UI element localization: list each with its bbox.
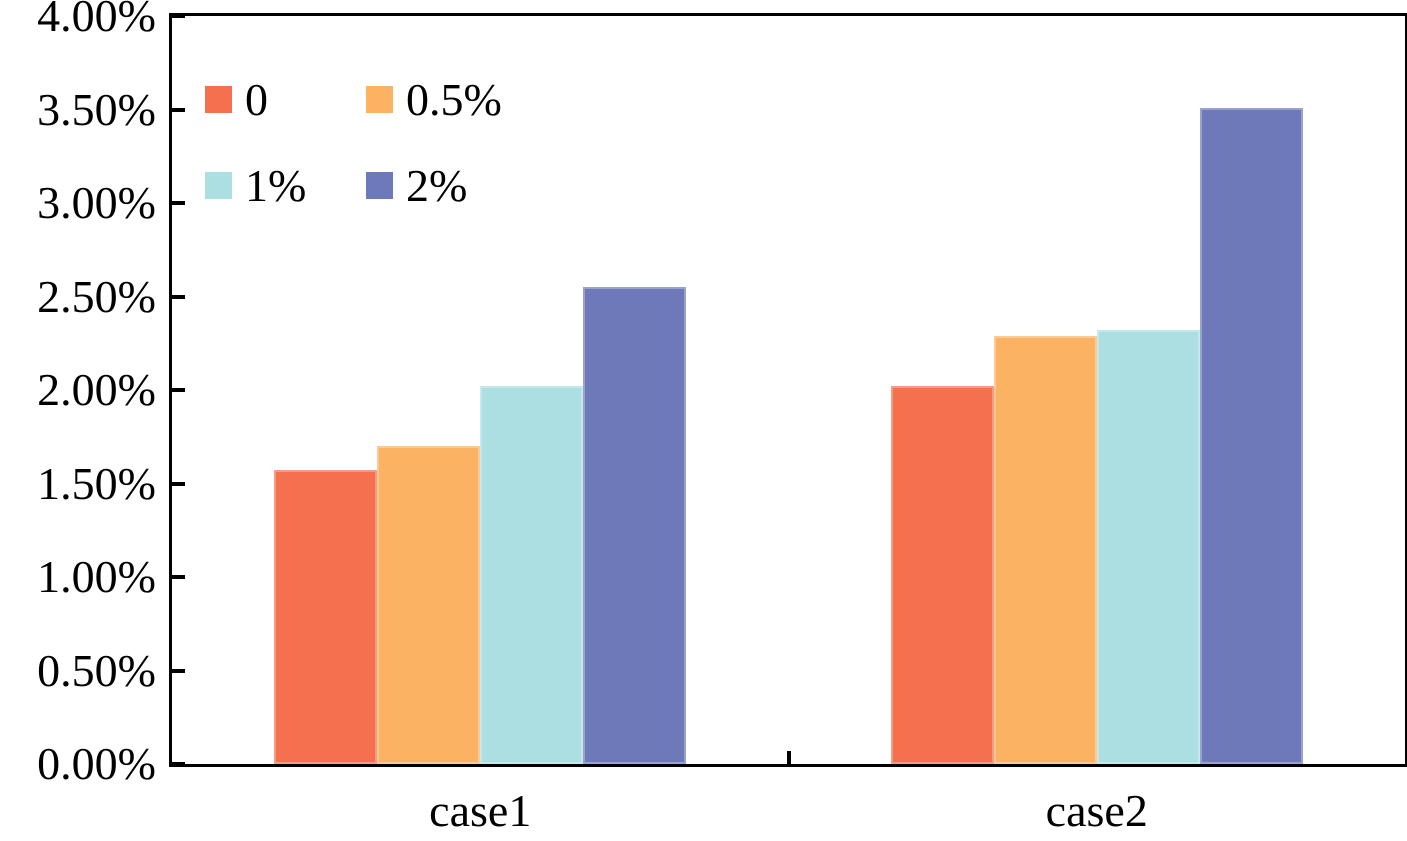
x-axis-tick [786,751,791,764]
y-axis-tick [172,575,185,579]
y-axis-tick-label: 1.50% [37,457,156,509]
y-axis-tick [172,762,185,766]
y-axis-tick-label: 4.00% [37,0,156,41]
y-axis-tick [172,14,185,18]
legend-label: 2% [406,160,468,211]
y-axis-tick [172,388,185,392]
legend-label: 1% [245,160,307,211]
y-axis-tick-label: 2.50% [37,270,156,322]
y-axis-tick [172,668,185,673]
bar-case1-series-0 [274,470,378,764]
legend-swatch-icon [366,172,393,199]
legend-label: 0.5% [406,74,502,125]
legend-item-series-0: 0 [205,74,366,125]
legend-swatch-icon [205,172,232,199]
bar-case1-series-2 [480,386,584,764]
bar-case1-series-3 [583,287,687,764]
bar-case2-series-2 [1096,330,1200,764]
legend-item-series-3: 2% [366,160,527,211]
x-category-label: case2 [1045,785,1148,836]
x-category-label: case1 [429,785,532,836]
y-axis-tick-label: 0.50% [37,644,156,696]
y-axis-tick [172,481,185,486]
bar-case2-series-3 [1199,107,1303,764]
plot-area [169,13,1407,767]
y-axis-tick-label: 3.50% [37,83,156,135]
y-axis-tick [172,294,185,299]
y-axis-tick [172,107,185,112]
legend-swatch-icon [366,86,393,113]
legend-label: 0 [245,74,268,125]
y-axis-tick-label: 0.00% [37,738,156,789]
legend: 0 0.5% 1% 2% [205,74,527,211]
bar-case1-series-1 [377,446,481,764]
legend-item-series-2: 1% [205,160,366,211]
legend-item-series-1: 0.5% [366,74,527,125]
legend-swatch-icon [205,86,232,113]
y-axis-tick [172,201,185,205]
y-axis-tick-label: 3.00% [37,177,156,228]
bar-case2-series-0 [890,386,994,764]
bar-case2-series-1 [993,335,1097,764]
y-axis-tick-label: 2.00% [37,364,156,415]
y-axis-tick-label: 1.00% [37,551,156,602]
